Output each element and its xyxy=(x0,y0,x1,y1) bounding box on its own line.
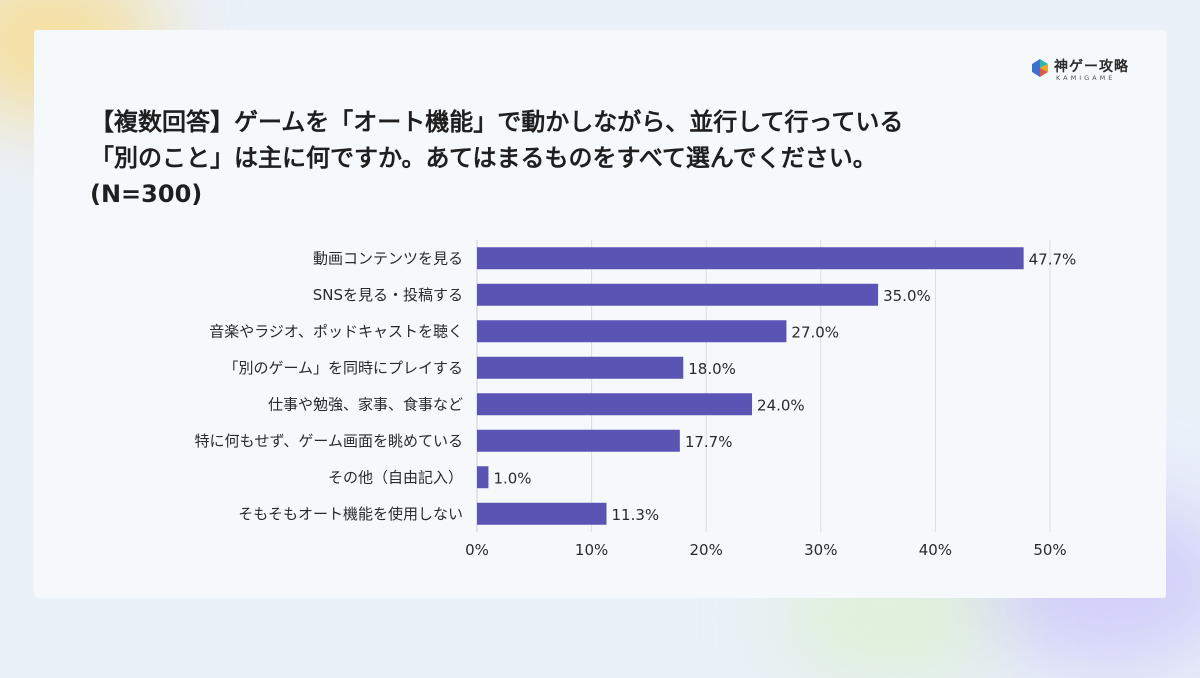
title-line-1: 【複数回答】ゲームを「オート機能」で動かしながら、並行して行っている xyxy=(90,108,904,136)
bar-7 xyxy=(477,502,607,525)
value-label-2: 27.0% xyxy=(791,323,839,341)
category-label-0: 動画コンテンツを見る xyxy=(313,249,463,267)
value-label-1: 35.0% xyxy=(883,287,931,305)
x-tick-label-3: 30% xyxy=(804,541,837,559)
category-label-1: SNSを見る・投稿する xyxy=(313,286,463,304)
title-line-3: (N=300) xyxy=(90,180,203,208)
title-line-2: 「別のこと」は主に何ですか。あてはまるものをすべて選んでください。 xyxy=(90,144,877,172)
bar-1 xyxy=(477,283,879,306)
value-label-6: 1.0% xyxy=(493,469,531,487)
bar-chart: 動画コンテンツを見る 47.7% SNSを見る・投稿する 35.0% 音楽やラジオ、ポッ… xyxy=(194,240,1077,559)
category-label-2: 音楽やラジオ、ポッドキャストを聴く xyxy=(209,322,463,340)
x-tick-label-5: 50% xyxy=(1033,541,1066,559)
category-label-7: そもそもオート機能を使用しない xyxy=(238,505,463,523)
brand-logo: 神ゲー攻略 KAMIGAME xyxy=(1030,58,1140,86)
brand-name: 神ゲー攻略 xyxy=(1054,59,1129,75)
bar-6 xyxy=(477,466,489,489)
value-label-4: 24.0% xyxy=(757,396,805,414)
category-label-5: 特に何もせず、ゲーム画面を眺めている xyxy=(194,432,463,450)
value-label-0: 47.7% xyxy=(1029,250,1077,268)
x-tick-label-4: 40% xyxy=(919,541,952,559)
category-label-6: その他（自由記入） xyxy=(328,468,463,486)
x-tick-label-0: 0% xyxy=(465,541,489,559)
bar-4 xyxy=(477,393,753,416)
brand-subtitle: KAMIGAME xyxy=(1056,74,1116,82)
value-label-5: 17.7% xyxy=(685,433,733,451)
value-label-3: 18.0% xyxy=(688,360,736,378)
bar-0 xyxy=(477,247,1024,270)
brand-logo-icon xyxy=(1032,59,1048,77)
x-tick-label-1: 10% xyxy=(575,541,608,559)
bar-3 xyxy=(477,356,684,379)
category-label-3: 「別のゲーム」を同時にプレイする xyxy=(223,359,463,377)
bar-2 xyxy=(477,320,787,343)
chart-title: 【複数回答】ゲームを「オート機能」で動かしながら、並行して行っている 「別のこと… xyxy=(90,104,1110,212)
x-tick-label-2: 20% xyxy=(690,541,723,559)
bar-5 xyxy=(477,429,680,452)
category-label-4: 仕事や勉強、家事、食事など xyxy=(268,395,463,413)
value-label-7: 11.3% xyxy=(611,506,659,524)
